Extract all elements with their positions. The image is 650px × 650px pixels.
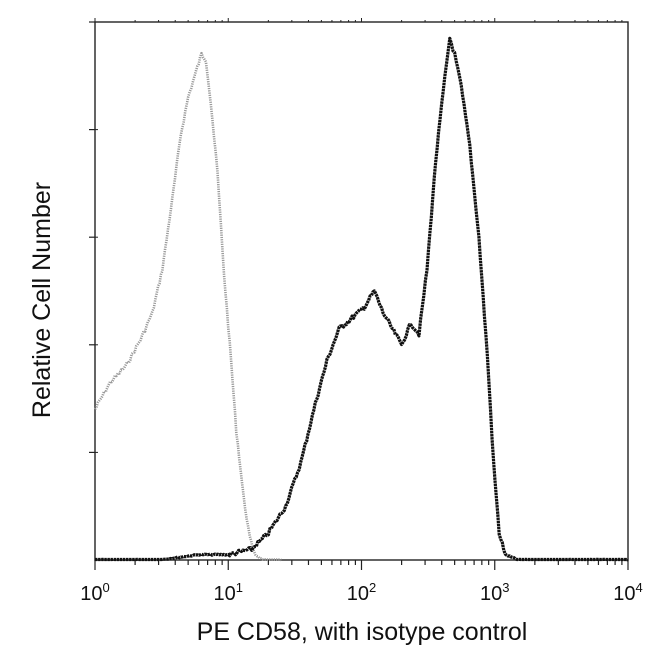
x-tick-label: 103: [480, 580, 509, 605]
x-axis-tick-labels: 100 101 102 103 104: [80, 580, 642, 605]
isotype-control-histogram: [93, 51, 282, 562]
x-tick-label: 104: [613, 580, 642, 605]
x-axis-ticks: [94, 18, 629, 570]
plot-frame: [94, 21, 629, 561]
x-tick-label: 100: [80, 580, 109, 605]
cd58-histogram: [94, 36, 629, 562]
series-layer: [93, 36, 629, 562]
y-axis-ticks: [89, 21, 98, 453]
x-tick-label: 101: [214, 580, 243, 605]
plot-border: [94, 21, 629, 561]
x-axis-title: PE CD58, with isotype control: [197, 618, 528, 646]
x-tick-label: 102: [347, 580, 376, 605]
y-axis-title: Relative Cell Number: [28, 182, 56, 418]
